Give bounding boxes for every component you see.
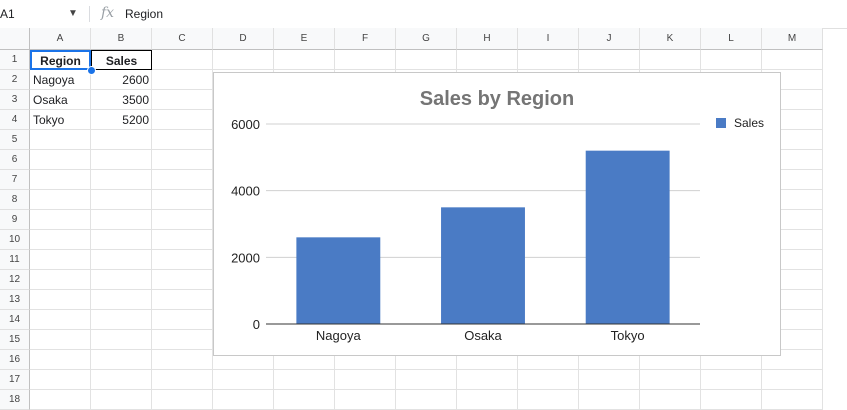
legend-swatch [716,118,726,128]
row-header-5[interactable]: 5 [0,130,30,150]
column-header-i[interactable]: I [518,28,579,50]
row-header-9[interactable]: 9 [0,210,30,230]
y-tick-label: 0 [253,317,260,332]
x-tick-label: Tokyo [611,328,645,343]
grid-line [30,369,823,370]
row-header-16[interactable]: 16 [0,350,30,370]
select-all-corner[interactable] [0,28,30,50]
grid-line [212,50,213,410]
chart-title: Sales by Region [420,88,575,110]
row-header-2[interactable]: 2 [0,70,30,90]
region-cell[interactable]: Osaka [33,93,68,107]
row-header-4[interactable]: 4 [0,110,30,130]
x-tick-label: Osaka [464,328,502,343]
grid-line [90,50,91,410]
cell-reference: A1 [0,7,15,21]
y-tick-label: 6000 [231,117,260,132]
column-header-b[interactable]: B [91,28,152,50]
row-header-14[interactable]: 14 [0,310,30,330]
chevron-down-icon[interactable]: ▼ [68,8,78,19]
region-cell[interactable]: Tokyo [33,113,65,127]
row-header-12[interactable]: 12 [0,270,30,290]
legend-label: Sales [734,116,764,130]
embedded-chart[interactable]: Sales by Region 0 2000 4000 6000 Nagoya Osaka T… [213,72,781,356]
region-cell[interactable]: Nagoya [33,73,75,87]
row-header-13[interactable]: 13 [0,290,30,310]
sales-cell[interactable]: 2600 [122,73,149,87]
column-header-l[interactable]: L [701,28,762,50]
x-tick-label: Nagoya [316,328,362,343]
column-header-c[interactable]: C [152,28,213,50]
column-header-f[interactable]: F [335,28,396,50]
row-header-15[interactable]: 15 [0,330,30,350]
formula-bar: A1 ▼ fx Region [0,0,847,29]
row-header-7[interactable]: 7 [0,170,30,190]
fill-handle[interactable] [87,66,96,75]
row-header-3[interactable]: 3 [0,90,30,110]
column-header-a[interactable]: A [30,28,91,50]
header-cell[interactable]: Sales [91,50,152,70]
sales-cell[interactable]: 3500 [122,93,149,107]
grid-line [30,69,823,70]
column-header-d[interactable]: D [213,28,274,50]
grid-line [822,50,823,410]
formula-input[interactable]: Region [125,7,164,21]
column-header-g[interactable]: G [396,28,457,50]
grid-line [151,50,152,410]
row-header-6[interactable]: 6 [0,150,30,170]
row-header-18[interactable]: 18 [0,390,30,410]
row-header-10[interactable]: 10 [0,230,30,250]
selected-cell-border [30,50,91,70]
column-header-m[interactable]: M [762,28,823,50]
column-header-e[interactable]: E [274,28,335,50]
fx-icon: fx [101,5,115,21]
y-tick-label: 2000 [231,250,260,265]
bar-tokyo [585,150,670,324]
sales-cell[interactable]: 5200 [122,113,149,127]
row-header-8[interactable]: 8 [0,190,30,210]
bar-nagoya [296,237,381,324]
row-header-1[interactable]: 1 [0,50,30,70]
row-header-17[interactable]: 17 [0,370,30,390]
row-header-11[interactable]: 11 [0,250,30,270]
divider [89,6,90,22]
name-box[interactable]: A1 ▼ [0,0,84,28]
column-header-j[interactable]: J [579,28,640,50]
grid-line [30,389,823,390]
column-header-h[interactable]: H [457,28,518,50]
bar-osaka [441,207,525,324]
y-tick-label: 4000 [231,184,260,199]
bar-chart: Sales by Region 0 2000 4000 6000 Nagoya Osaka T… [231,88,764,343]
column-header-k[interactable]: K [640,28,701,50]
